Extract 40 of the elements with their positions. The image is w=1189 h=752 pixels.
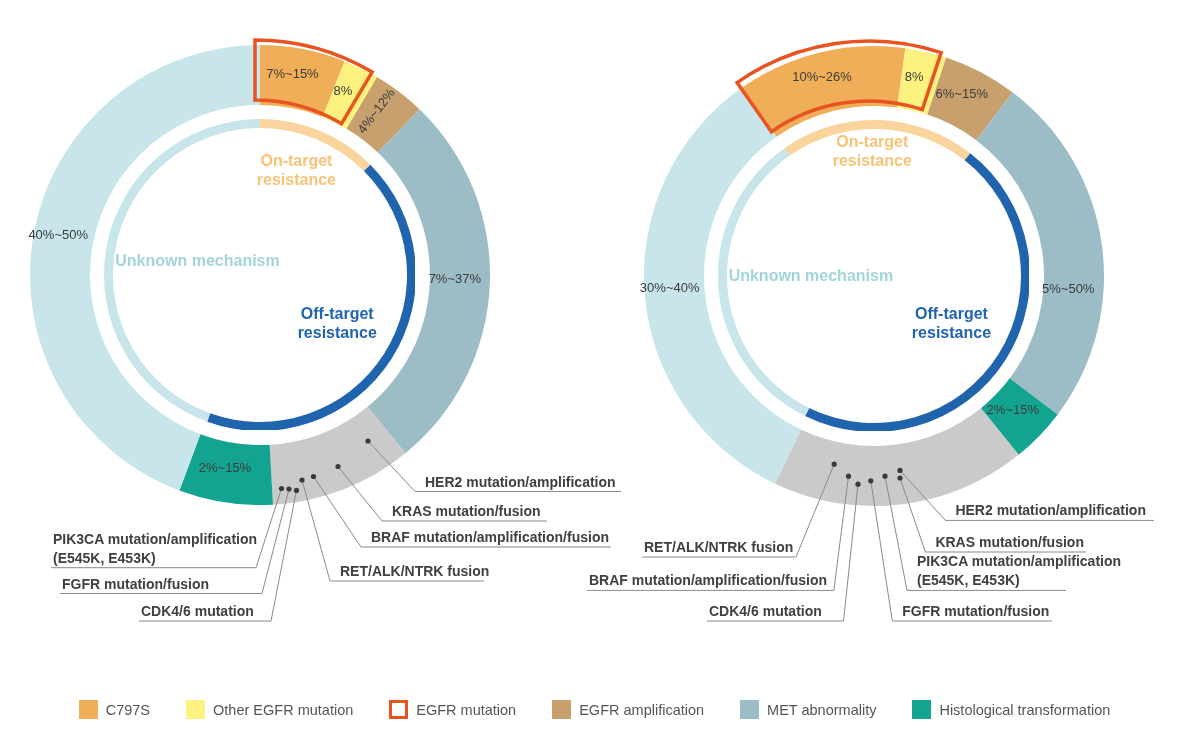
legend-label: Other EGFR mutation — [213, 701, 354, 718]
legend-label: C797S — [105, 701, 151, 718]
donut-slice — [269, 406, 406, 505]
slice-label: On-target resistance — [256, 151, 337, 188]
legend-label: MET abnormality — [767, 701, 877, 718]
text: FGFR mutation/fusion — [902, 603, 1050, 619]
slice-label: Unknown mechanism — [728, 266, 894, 284]
text: KRAS mutation/fusion — [392, 503, 541, 519]
text: BRAF mutation/amplification/fusion — [589, 572, 827, 589]
donut-slice — [179, 434, 273, 505]
text: 30%~40% — [639, 280, 700, 296]
text: 8% — [904, 68, 925, 84]
donut-slice — [742, 46, 906, 137]
text: KRAS mutation/fusion — [935, 534, 1084, 550]
text: 8% — [333, 82, 353, 98]
text: RET/ALK/NTRK fusion — [340, 563, 490, 579]
text: CDK4/6 mutation — [709, 603, 822, 619]
slice-label: Off-target resistance — [297, 304, 377, 341]
text: HER2 mutation/amplification — [955, 502, 1146, 519]
slice-label: Unknown mechanism — [115, 251, 280, 269]
text: PIK3CA mutation/amplification (E545K, E453K) — [917, 553, 1122, 589]
text: 7%~15% — [266, 66, 320, 82]
text: RET/ALK/NTRK fusion — [644, 539, 794, 555]
slice-label: Off-target resistance — [911, 304, 992, 341]
text: 6%~15% — [935, 86, 989, 102]
donut-slice — [927, 57, 1013, 141]
text: 2%~15% — [986, 402, 1040, 418]
text: PIK3CA mutation/amplification (E545K, E453K) — [53, 530, 258, 566]
text: FGFR mutation/fusion — [62, 575, 209, 592]
text: HER2 mutation/amplification — [425, 473, 616, 490]
donut-slice — [980, 378, 1058, 455]
legend-label: Histological transformation — [939, 701, 1111, 718]
text: 2%~15% — [198, 460, 252, 476]
text: BRAF mutation/amplification/fusion — [371, 529, 609, 545]
text: CDK4/6 mutation — [141, 603, 254, 619]
text: 10%~26% — [792, 69, 853, 85]
legend-label: EGFR amplification — [579, 701, 705, 718]
text: 40%~50% — [28, 226, 89, 242]
slice-label: On-target resistance — [832, 132, 912, 169]
text: EGFR mutation — [416, 701, 517, 718]
